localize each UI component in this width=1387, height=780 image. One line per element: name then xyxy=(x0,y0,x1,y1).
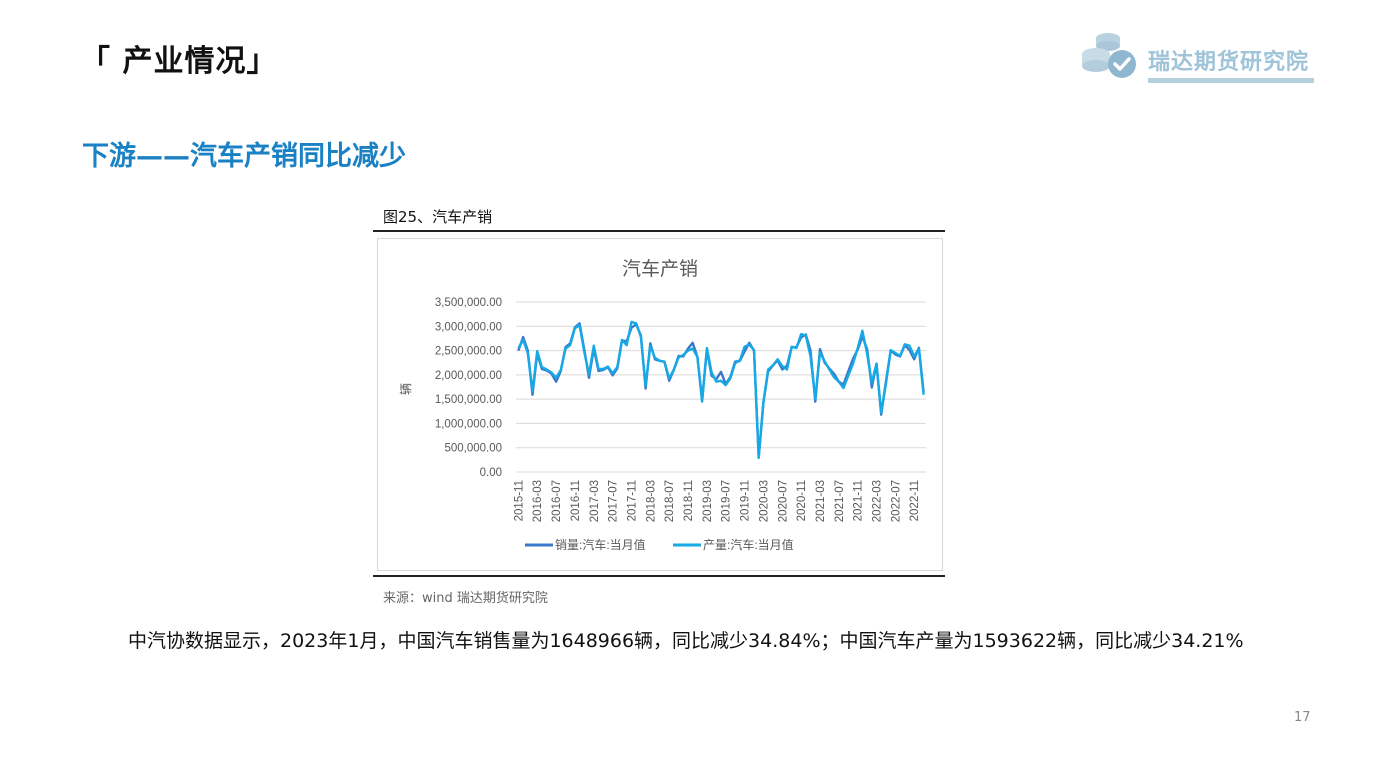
x-tick-label: 2016-11 xyxy=(570,480,582,521)
page-number: 17 xyxy=(1294,710,1311,725)
source-note: 来源：wind 瑞达期货研究院 xyxy=(383,591,548,606)
company-logo: 瑞达期货研究院 xyxy=(1078,28,1318,88)
x-tick-label: 2021-07 xyxy=(834,480,846,522)
y-tick-label: 2,000,000.00 xyxy=(435,370,502,382)
x-tick-label: 2016-07 xyxy=(551,480,563,522)
logo-text: 瑞达期货研究院 xyxy=(1148,50,1310,75)
x-tick-label: 2017-11 xyxy=(626,480,638,521)
legend-label: 销量:汽车:当月值 xyxy=(555,537,646,552)
coins-check-icon xyxy=(1082,33,1136,78)
section-subtitle: 下游——汽车产销同比减少 xyxy=(82,141,406,172)
x-tick-label: 2017-07 xyxy=(608,480,620,522)
x-tick-label: 2021-03 xyxy=(815,480,827,522)
x-tick-label: 2018-07 xyxy=(664,480,676,522)
y-tick-label: 1,000,000.00 xyxy=(435,418,502,430)
x-tick-label: 2019-03 xyxy=(702,480,714,522)
x-tick-label: 2019-07 xyxy=(721,480,733,522)
x-tick-label: 2020-07 xyxy=(777,480,789,522)
y-tick-label: 3,500,000.00 xyxy=(435,297,502,309)
figure-bottom-rule xyxy=(373,575,945,577)
x-tick-label: 2015-11 xyxy=(513,480,525,521)
caption-rule xyxy=(373,230,945,232)
x-tick-label: 2017-03 xyxy=(589,480,601,522)
figure-caption: 图25、汽车产销 xyxy=(383,208,493,226)
x-tick-label: 2020-11 xyxy=(796,480,808,521)
chart-legend: 销量:汽车:当月值 产量:汽车:当月值 xyxy=(525,537,794,552)
x-tick-label: 2022-11 xyxy=(909,480,921,521)
x-tick-label: 2019-11 xyxy=(740,480,752,521)
x-tick-label: 2018-11 xyxy=(683,480,695,521)
x-tick-label: 2016-03 xyxy=(532,480,544,522)
x-tick-label: 2022-03 xyxy=(872,480,884,522)
page-title: 「 产业情况」 xyxy=(80,44,278,79)
x-tick-label: 2018-03 xyxy=(645,480,657,522)
series-line xyxy=(517,322,925,459)
series-line xyxy=(517,320,925,460)
chart-container: 汽车产销 辆 0.00 500,000.00 1,000,000.00 1,500,0… xyxy=(377,238,943,571)
x-tick-label: 2020-03 xyxy=(758,480,770,522)
y-tick-label: 2,500,000.00 xyxy=(435,346,502,358)
y-tick-label: 1,500,000.00 xyxy=(435,394,502,406)
x-tick-label: 2022-07 xyxy=(890,480,902,522)
summary-text: 中汽协数据显示，2023年1月，中国汽车销售量为1648966辆，同比减少34.… xyxy=(128,630,1244,652)
chart-title: 汽车产销 xyxy=(622,258,698,280)
x-tick-label: 2021-11 xyxy=(853,480,865,521)
y-tick-label: 3,000,000.00 xyxy=(435,321,502,333)
y-tick-label: 500,000.00 xyxy=(444,443,502,455)
logo-underline xyxy=(1148,78,1314,83)
line-chart: 汽车产销 辆 0.00 500,000.00 1,000,000.00 1,500,0… xyxy=(399,258,926,552)
y-axis-label: 辆 xyxy=(399,383,413,395)
y-tick-label: 0.00 xyxy=(480,467,502,479)
legend-label: 产量:汽车:当月值 xyxy=(703,537,794,552)
